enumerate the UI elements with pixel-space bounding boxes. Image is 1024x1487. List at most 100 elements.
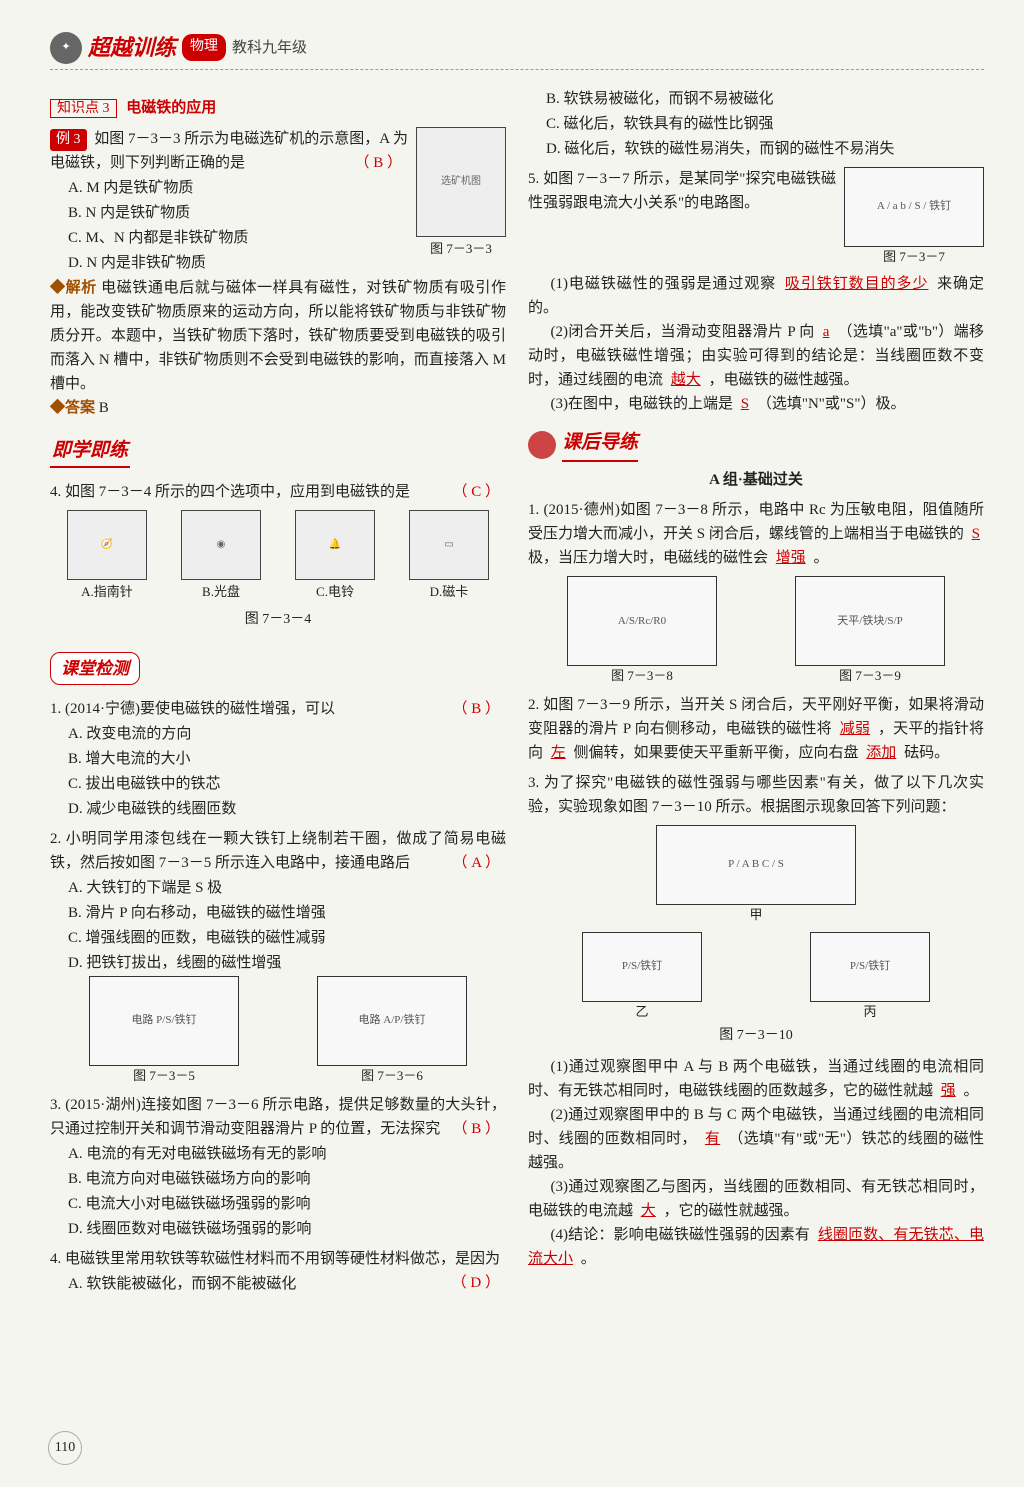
fig-7-3-8: A/S/Rc/R0 — [567, 576, 717, 666]
blank: 左 — [547, 745, 570, 761]
q-stem: 。 — [814, 550, 829, 566]
fig-compass: 🧭 — [67, 510, 147, 580]
example-answer: （ B ） — [354, 151, 402, 175]
kh-q1: 1. (2015·德州)如图 7－3－8 所示，电路中 Rc 为压敏电阻，阻值随… — [528, 498, 984, 687]
kt-q2: 2. 小明同学用漆包线在一颗大铁钉上绕制若干圈，做成了简易电磁铁，然后按如图 7… — [50, 827, 506, 1087]
opt: B. 增大电流的大小 — [68, 747, 506, 771]
example-badge: 例 3 — [50, 129, 87, 151]
opt: C. 拔出电磁铁中的铁芯 — [68, 772, 506, 796]
blank: a — [819, 324, 834, 340]
series-title: 超越训练 — [88, 30, 176, 65]
section-khdl: 课后导练 — [528, 428, 984, 462]
fig-caption: 图 7－3－4 — [50, 609, 506, 631]
kp-box: 知识点 3 — [50, 99, 117, 118]
opt-label: B.光盘 — [181, 582, 261, 603]
q-stem: 3. (2015·湖州)连接如图 7－3－6 所示电路，提供足够数量的大头针，只… — [50, 1097, 506, 1137]
fig-bell: 🔔 — [295, 510, 375, 580]
blank: 添加 — [862, 745, 900, 761]
q-answer: （ B ） — [452, 1117, 500, 1141]
q-answer: （ D ） — [452, 1271, 500, 1295]
p: 。 — [581, 1251, 596, 1267]
q-answer: （ B ） — [452, 697, 500, 721]
opt: C. 增强线圈的匝数，电磁铁的磁性减弱 — [68, 926, 506, 950]
q-answer: （ A ） — [452, 851, 500, 875]
q-stem: 砝码。 — [904, 745, 949, 761]
blank: 大 — [637, 1203, 660, 1219]
opt: A. 改变电流的方向 — [68, 722, 506, 746]
kh-q2: 2. 如图 7－3－9 所示，当开关 S 闭合后，天平刚好平衡，如果将滑动变阻器… — [528, 693, 984, 765]
kt-q4-cont: B. 软铁易被磁化，而钢不易被磁化 C. 磁化后，软铁具有的磁性比钢强 D. 磁… — [546, 87, 984, 161]
kh-q3: 3. 为了探究"电磁铁的磁性强弱与哪些因素"有关，做了以下几次实验，实验现象如图… — [528, 771, 984, 1271]
opt-label: A.指南针 — [67, 582, 147, 603]
page-header: ✦ 超越训练 物理 教科九年级 — [50, 30, 984, 70]
opt: B. 软铁易被磁化，而钢不易被磁化 — [546, 87, 984, 111]
q-stem: 极，当压力增大时，电磁线的磁性会 — [528, 550, 768, 566]
opt: D. 磁化后，软铁的磁性易消失，而钢的磁性不易消失 — [546, 137, 984, 161]
p: ，它的磁性就越强。 — [664, 1203, 799, 1219]
left-column: 知识点 3 电磁铁的应用 选矿机图 图 7－3－3 例 3 如图 7－3－3 所… — [50, 86, 506, 1301]
blank: S — [968, 526, 984, 542]
q-stem: 3. 为了探究"电磁铁的磁性强弱与哪些因素"有关，做了以下几次实验，实验现象如图… — [528, 775, 984, 815]
fig-caption: 图 7－3－7 — [844, 247, 984, 268]
q-stem: 1. (2015·德州)如图 7－3－8 所示，电路中 Rc 为压敏电阻，阻值随… — [528, 502, 984, 542]
q4: 4. 如图 7－3－4 所示的四个选项中，应用到电磁铁的是 （ C ） 🧭A.指… — [50, 480, 506, 631]
opt: D. 把铁钉拔出，线圈的磁性增强 — [68, 951, 506, 975]
opt: D. 减少电磁铁的线圈匝数 — [68, 797, 506, 821]
blank: 强 — [937, 1083, 960, 1099]
answer-text: B — [99, 400, 109, 416]
kp-title: 电磁铁的应用 — [126, 100, 216, 116]
fig-row-7-3-4: 🧭A.指南针 ◉B.光盘 🔔C.电铃 ▭D.磁卡 — [50, 510, 506, 603]
grade-label: 教科九年级 — [232, 36, 307, 60]
opt: B. 电流方向对电磁铁磁场方向的影响 — [68, 1167, 506, 1191]
kt-q3: 3. (2015·湖州)连接如图 7－3－6 所示电路，提供足够数量的大头针，只… — [50, 1093, 506, 1241]
fig-label-bing: 丙 — [810, 1002, 930, 1023]
content-columns: 知识点 3 电磁铁的应用 选矿机图 图 7－3－3 例 3 如图 7－3－3 所… — [50, 86, 984, 1301]
p1a: (1)电磁铁磁性的强弱是通过观察 — [551, 276, 777, 292]
fig-7-3-6: 电路 A/P/铁钉 — [317, 976, 467, 1066]
fig-caption: 图 7－3－10 — [528, 1025, 984, 1047]
p3a: (3)在图中，电磁铁的上端是 — [551, 396, 734, 412]
q-stem: 1. (2014·宁德)要使电磁铁的磁性增强，可以 — [50, 701, 335, 717]
fig-caption: 图 7－3－9 — [795, 666, 945, 687]
answer-label: ◆答案 — [50, 400, 95, 416]
flower-icon — [528, 431, 556, 459]
opt: C. 电流大小对电磁铁磁场强弱的影响 — [68, 1192, 506, 1216]
opt-label: D.磁卡 — [409, 582, 489, 603]
p3b: （选填"N"或"S"）极。 — [757, 396, 906, 412]
blank: 吸引铁钉数目的多少 — [781, 276, 933, 292]
fig-label-yi: 乙 — [582, 1002, 702, 1023]
opt: C. 磁化后，软铁具有的磁性比钢强 — [546, 112, 984, 136]
fig-card: ▭ — [409, 510, 489, 580]
fig-caption: 图 7－3－6 — [317, 1066, 467, 1087]
example-3: 选矿机图 图 7－3－3 例 3 如图 7－3－3 所示为电磁选矿机的示意图，A… — [50, 127, 506, 420]
opt: A. 电流的有无对电磁铁磁场有无的影响 — [68, 1142, 506, 1166]
fig-jia: P / A B C / S — [656, 825, 856, 905]
fig-7-3-5: 电路 P/S/铁钉 — [89, 976, 239, 1066]
blank: 有 — [701, 1131, 724, 1147]
fig-caption: 图 7－3－8 — [567, 666, 717, 687]
fig-7-3-3: 选矿机图 — [416, 127, 506, 237]
analysis-text: 电磁铁通电后就与磁体一样具有磁性，对铁矿物质有吸引作用，能改变铁矿物质原来的运动… — [50, 280, 506, 392]
knowledge-point: 知识点 3 电磁铁的应用 — [50, 96, 506, 120]
fig-7-3-9: 天平/铁块/S/P — [795, 576, 945, 666]
logo-icon: ✦ — [50, 32, 82, 64]
analysis-label: ◆解析 — [50, 280, 97, 296]
p: (4)结论：影响电磁铁磁性强弱的因素有 — [551, 1227, 810, 1243]
kt-q4: 4. 电磁铁里常用软铁等软磁性材料而不用钢等硬性材料做芯，是因为 （ D ） A… — [50, 1247, 506, 1296]
fig-bing: P/S/铁钉 — [810, 932, 930, 1002]
section-ktjc: 课堂检测 — [50, 652, 140, 685]
opt: D. 线圈匝数对电磁铁磁场强弱的影响 — [68, 1217, 506, 1241]
group-a-title: A 组·基础过关 — [528, 468, 984, 492]
opt: A. 软铁能被磁化，而钢不能被磁化 — [68, 1272, 506, 1296]
p2a: (2)闭合开关后，当滑动变阻器滑片 P 向 — [551, 324, 815, 340]
opt: A. 大铁钉的下端是 S 极 — [68, 876, 506, 900]
opt: B. 滑片 P 向右移动，电磁铁的磁性增强 — [68, 901, 506, 925]
page-number: 110 — [48, 1431, 82, 1465]
fig-7-3-7: A / a b / S / 铁钉 — [844, 167, 984, 247]
right-column: B. 软铁易被磁化，而钢不易被磁化 C. 磁化后，软铁具有的磁性比钢强 D. 磁… — [528, 86, 984, 1301]
blank: 减弱 — [836, 721, 874, 737]
q-stem: 4. 如图 7－3－4 所示的四个选项中，应用到电磁铁的是 — [50, 484, 410, 500]
q-stem: 2. 小明同学用漆包线在一颗大铁钉上绕制若干圈，做成了简易电磁铁，然后按如图 7… — [50, 831, 506, 871]
blank: 越大 — [667, 372, 705, 388]
q-answer: （ C ） — [452, 480, 500, 504]
